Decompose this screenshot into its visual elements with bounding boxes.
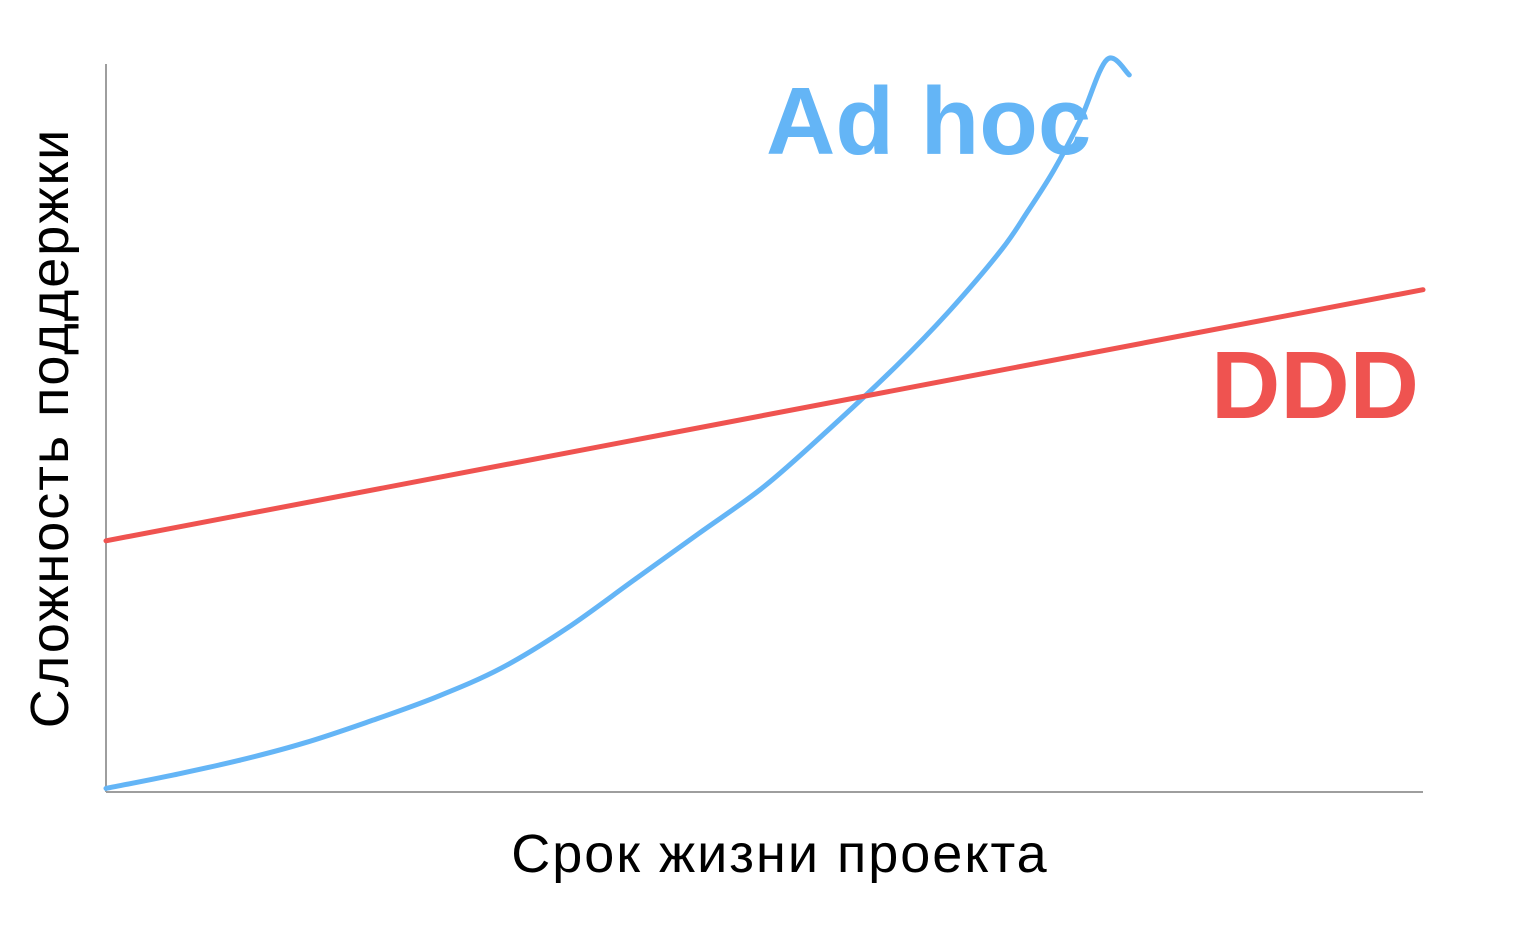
series-label-ad-hoc: Ad hoc [766, 68, 1091, 175]
plot-area [103, 55, 1426, 793]
x-axis-title: Срок жизни проекта [511, 824, 1048, 884]
series-line-ddd [103, 287, 1426, 544]
y-axis-title: Сложность поддержки [20, 128, 80, 728]
series-line-ad-hoc [103, 55, 1132, 791]
series-label-ddd: DDD [1211, 332, 1419, 439]
